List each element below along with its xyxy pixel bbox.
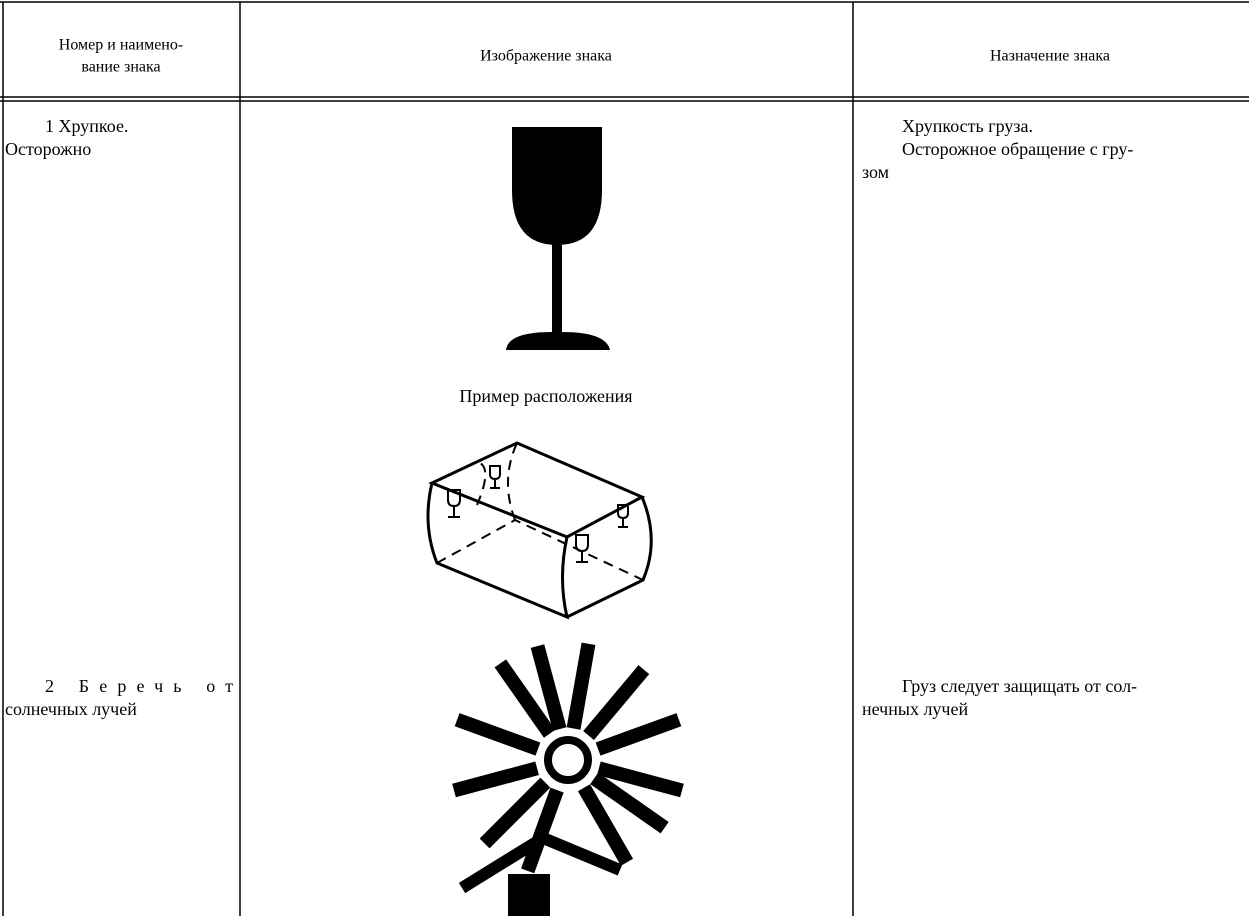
sun-ray — [521, 787, 564, 874]
sun-ray — [583, 665, 650, 740]
header-cell: Назначение знака — [990, 48, 1110, 65]
sun-ray — [452, 761, 539, 798]
sun-ray — [530, 644, 567, 731]
sign-name: Осторожно — [5, 139, 91, 159]
example-box-drawing — [426, 441, 653, 620]
header-cell: вание знака — [81, 59, 160, 76]
sun-ray — [566, 642, 596, 730]
sign-purpose: Осторожное обращение с гру- — [902, 139, 1133, 159]
header-cell: Номер и наимено- — [59, 37, 183, 54]
sun-ray — [595, 713, 682, 756]
sun-ray — [479, 777, 551, 849]
sun-ray — [597, 761, 684, 798]
sun-ray — [577, 784, 634, 866]
sun-ray — [590, 772, 669, 834]
example-label: Пример расположения — [459, 386, 632, 406]
sign-name: солнечных лучей — [5, 699, 137, 719]
sun-protect-sign-icon — [452, 642, 684, 916]
sign-purpose: Груз следует защищать от сол- — [902, 676, 1137, 696]
sign-name: 2 Беречь от — [45, 676, 233, 696]
sign-purpose: зом — [862, 162, 889, 182]
header-cell: Изображение знака — [480, 48, 612, 65]
fragile-sign-icon — [506, 127, 610, 350]
sign-name: 1 Хрупкое. — [45, 116, 128, 136]
sun-ray — [454, 713, 541, 756]
sun-ray — [494, 659, 556, 738]
sign-purpose: Хрупкость груза. — [902, 116, 1033, 136]
sign-purpose: нечных лучей — [862, 699, 968, 719]
